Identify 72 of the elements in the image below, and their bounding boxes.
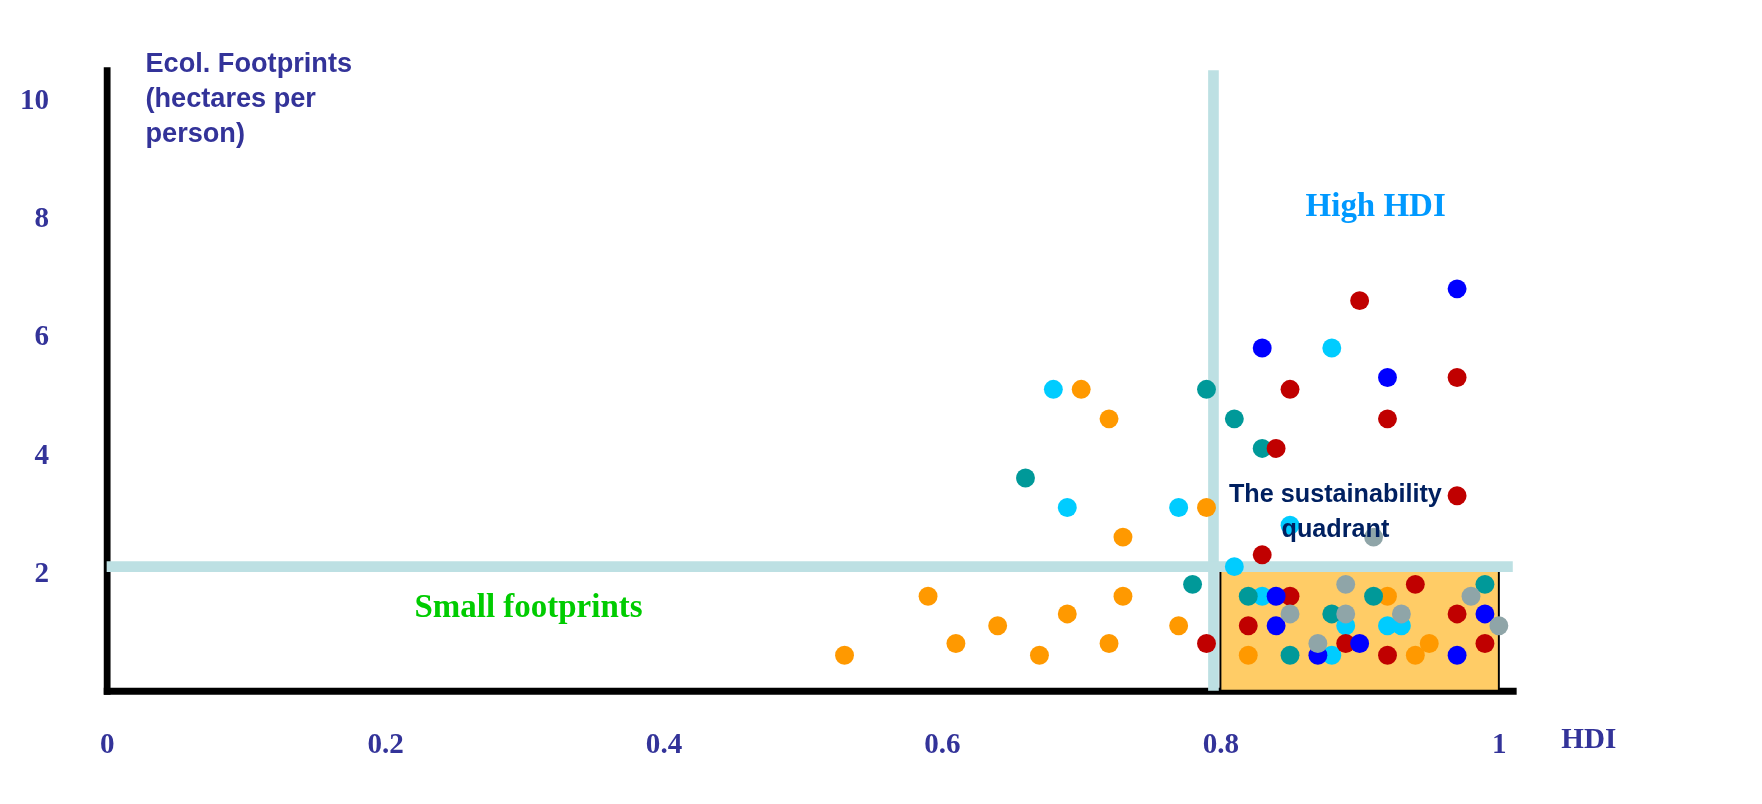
point bbox=[1378, 409, 1397, 429]
x-tick-label: 0.6 bbox=[924, 727, 961, 760]
point bbox=[1071, 379, 1091, 399]
ref-line-label: High HDI bbox=[1305, 187, 1446, 224]
y-tick-label: 6 bbox=[34, 319, 49, 352]
point bbox=[1447, 604, 1467, 624]
point bbox=[1266, 438, 1286, 458]
y-axis-title: Ecol. Footprints (hectares per person) bbox=[145, 47, 353, 148]
point bbox=[1447, 279, 1467, 299]
point bbox=[1183, 574, 1203, 594]
point bbox=[1029, 645, 1049, 665]
x-tick-label: 0 bbox=[99, 727, 115, 760]
point bbox=[1378, 368, 1397, 387]
point bbox=[1224, 557, 1244, 577]
point bbox=[1057, 498, 1077, 517]
point bbox=[1350, 291, 1370, 311]
point bbox=[1197, 634, 1216, 653]
point bbox=[1197, 498, 1216, 517]
point bbox=[835, 645, 854, 665]
point bbox=[1197, 379, 1216, 399]
y-tick-label: 10 bbox=[19, 82, 49, 115]
point bbox=[1475, 574, 1495, 594]
point bbox=[1238, 586, 1258, 606]
x-tick-label: 0.4 bbox=[645, 727, 683, 760]
point bbox=[1169, 498, 1189, 517]
y-tick-label: 4 bbox=[34, 437, 49, 470]
x-tick-label: 0.8 bbox=[1202, 727, 1240, 760]
point bbox=[1447, 368, 1467, 387]
point bbox=[1391, 604, 1411, 624]
point bbox=[1238, 616, 1258, 636]
point bbox=[1475, 634, 1495, 653]
ref-line-label: Small footprints bbox=[414, 588, 643, 625]
point bbox=[1016, 468, 1035, 488]
point bbox=[1336, 574, 1356, 594]
y-tick-label: 8 bbox=[34, 201, 49, 234]
point bbox=[946, 634, 966, 653]
point bbox=[1252, 338, 1272, 358]
point bbox=[1238, 645, 1258, 665]
point bbox=[1447, 486, 1467, 506]
x-axis-title: HDI bbox=[1561, 721, 1617, 754]
point bbox=[1280, 379, 1300, 399]
point bbox=[1308, 634, 1328, 653]
x-tick-label: 0.2 bbox=[367, 727, 404, 760]
point bbox=[1322, 338, 1342, 358]
point bbox=[1169, 616, 1189, 636]
y-tick-label: 2 bbox=[34, 555, 49, 588]
point bbox=[1447, 645, 1467, 665]
x-tick-label: 1 bbox=[1492, 727, 1507, 760]
point bbox=[1475, 604, 1495, 624]
point bbox=[1364, 586, 1384, 606]
point bbox=[1405, 574, 1425, 594]
point bbox=[1224, 409, 1244, 429]
point bbox=[1252, 545, 1272, 565]
point bbox=[1266, 616, 1286, 636]
point bbox=[1350, 634, 1370, 653]
point bbox=[1099, 409, 1119, 429]
point bbox=[1099, 634, 1119, 653]
point bbox=[1461, 586, 1481, 606]
point bbox=[1489, 616, 1509, 636]
point bbox=[1280, 604, 1300, 624]
point bbox=[918, 586, 938, 606]
point bbox=[1057, 604, 1077, 624]
point bbox=[988, 616, 1008, 636]
point bbox=[1280, 645, 1300, 665]
point bbox=[1113, 527, 1133, 547]
point bbox=[1405, 645, 1425, 665]
point bbox=[1336, 604, 1356, 624]
point bbox=[1113, 586, 1133, 606]
point bbox=[1043, 379, 1063, 399]
point bbox=[1419, 634, 1439, 653]
point bbox=[1266, 586, 1286, 606]
point bbox=[1378, 645, 1397, 665]
